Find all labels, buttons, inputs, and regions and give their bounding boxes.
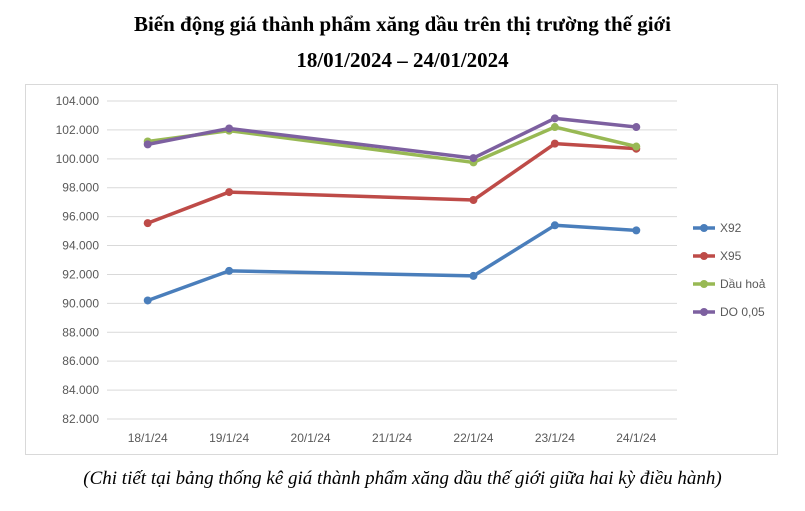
data-point [550, 123, 559, 132]
data-point [632, 226, 641, 235]
legend-label: DO 0,05 [720, 305, 765, 319]
x-tick-label: 20/1/24 [291, 431, 331, 445]
data-point [143, 219, 152, 228]
y-tick-label: 94.000 [62, 239, 99, 253]
y-tick-label: 86.000 [62, 354, 99, 368]
data-point [225, 266, 234, 275]
legend-swatch-marker [700, 308, 708, 316]
line-chart: 82.000 84.000 86.000 88.000 90.000 92.000 94.0… [56, 94, 766, 445]
legend-swatch-marker [700, 252, 708, 260]
caption: (Chi tiết tại bảng thống kê giá thành ph… [83, 468, 722, 489]
data-point [632, 123, 641, 132]
x-tick-label: 18/1/24 [128, 431, 168, 445]
x-tick-label: 22/1/24 [453, 431, 493, 445]
data-point [469, 271, 478, 280]
data-point [225, 188, 234, 197]
chart-title: Biến động giá thành phẩm xăng dầu trên t… [133, 12, 672, 36]
data-point [550, 221, 559, 230]
legend-label: X95 [720, 249, 742, 263]
data-point [469, 196, 478, 205]
x-tick-label: 19/1/24 [209, 431, 249, 445]
y-tick-label: 104.000 [56, 94, 100, 108]
data-point [550, 139, 559, 148]
y-tick-label: 100.000 [56, 152, 100, 166]
y-tick-label: 90.000 [62, 296, 99, 310]
y-tick-label: 102.000 [56, 123, 100, 137]
y-tick-label: 96.000 [62, 210, 99, 224]
data-point [632, 142, 641, 151]
series-line-2 [145, 141, 639, 225]
data-point [143, 296, 152, 305]
x-tick-label: 21/1/24 [372, 431, 412, 445]
legend-label: Dầu hoả [720, 277, 766, 291]
chart-date-range: 18/01/2024 – 24/01/2024 [296, 48, 509, 72]
y-tick-label: 82.000 [62, 412, 99, 426]
y-tick-label: 88.000 [62, 325, 99, 339]
x-tick-label: 24/1/24 [616, 431, 656, 445]
data-point [550, 114, 559, 123]
legend-swatch-marker [700, 280, 708, 288]
y-tick-label: 98.000 [62, 181, 99, 195]
y-tick-label: 92.000 [62, 267, 99, 281]
legend-swatch-marker [700, 224, 708, 232]
data-point [225, 124, 234, 133]
legend-label: X92 [720, 221, 742, 235]
x-tick-label: 23/1/24 [535, 431, 575, 445]
chart-area: 82.000 84.000 86.000 88.000 90.000 92.000 94.0… [25, 84, 778, 455]
data-point [469, 154, 478, 163]
series-line-1 [145, 223, 639, 303]
y-tick-label: 84.000 [62, 383, 99, 397]
data-point [143, 140, 152, 149]
